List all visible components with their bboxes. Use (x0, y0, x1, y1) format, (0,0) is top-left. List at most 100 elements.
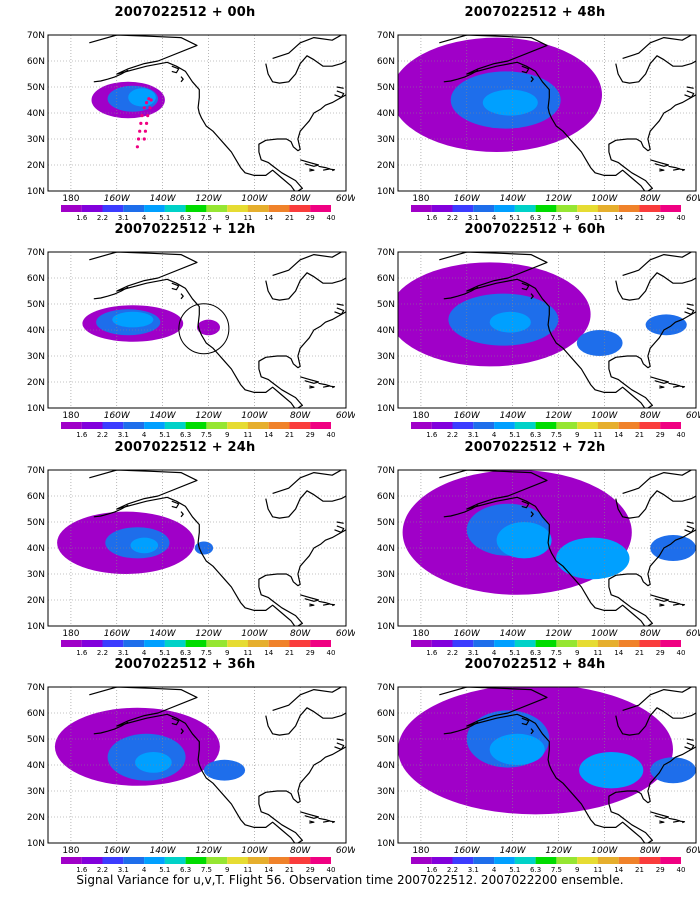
colorbar-swatch (268, 640, 290, 647)
coastline (443, 286, 479, 300)
map-plot: 70N 60N 50N 40N 30N 20N 10N 180 160W 140W 120W 100W… (27, 466, 355, 655)
lat-label: 30N (27, 570, 45, 580)
colorbar-swatch (144, 422, 165, 429)
variance-contour (489, 733, 545, 765)
flight-track-point (143, 129, 148, 133)
coastline (300, 376, 320, 384)
lat-label: 40N (27, 109, 45, 119)
map-plot: 70N 60N 50N 40N 30N 20N 10N 180 160W 140W 120W 100W… (27, 248, 355, 437)
lon-label: 160W (454, 411, 481, 421)
colorbar-label: 7.5 (551, 866, 562, 872)
coastline (265, 707, 346, 736)
lon-label: 180 (412, 629, 429, 639)
lat-label: 30N (377, 135, 395, 145)
colorbar-swatch (61, 857, 82, 864)
colorbar-label: 3.1 (468, 431, 479, 437)
coastline (615, 490, 696, 519)
colorbar-swatch (452, 205, 474, 212)
colorbar-label: 6.3 (180, 431, 191, 437)
variance-contour (203, 759, 246, 781)
colorbar-label: 7.5 (551, 214, 562, 220)
colorbar-swatch (514, 640, 536, 647)
coastline (93, 721, 129, 735)
lat-label: 20N (377, 161, 395, 171)
lon-label: 160W (104, 194, 131, 204)
lat-label: 20N (377, 813, 395, 823)
colorbar-label: 9 (575, 214, 579, 220)
lon-label: 100W (591, 194, 618, 204)
lat-label: 60N (27, 709, 45, 719)
coastline (93, 286, 129, 300)
colorbar-label: 29 (306, 431, 315, 437)
coastline (171, 282, 180, 291)
coastline (686, 303, 694, 306)
lon-label: 120W (545, 194, 572, 204)
lon-label: 100W (591, 846, 618, 856)
colorbar-swatch (227, 640, 248, 647)
lat-label: 30N (377, 787, 395, 797)
colorbar-swatch (431, 205, 453, 212)
colorbar-label: 4 (142, 866, 147, 872)
lon-label: 80W (640, 194, 661, 204)
lat-label: 20N (27, 813, 45, 823)
colorbar-swatch (123, 640, 145, 647)
colorbar-swatch (61, 422, 82, 429)
lat-label: 10N (27, 187, 45, 197)
colorbar-label: 9 (225, 431, 229, 437)
colorbar-swatch (310, 640, 331, 647)
colorbar-label: 21 (285, 649, 294, 655)
colorbar-label: 11 (593, 214, 602, 220)
colorbar-swatch (660, 205, 681, 212)
coastline (272, 35, 342, 59)
colorbar-swatch (556, 422, 578, 429)
panel-title: 2007022512 + 12h (114, 222, 256, 237)
colorbar-label: 2.2 (447, 214, 458, 220)
variance-contour (576, 330, 623, 356)
colorbar-label: 11 (243, 649, 252, 655)
colorbar-label: 3.1 (468, 214, 479, 220)
coastline (686, 738, 694, 741)
colorbar-swatch (247, 640, 269, 647)
colorbar-swatch (494, 205, 515, 212)
colorbar-label: 29 (306, 866, 315, 872)
coastline (684, 307, 695, 316)
lat-label: 70N (377, 31, 395, 41)
lat-label: 40N (377, 109, 395, 119)
lon-label: 140W (500, 846, 527, 856)
colorbar-swatch (473, 205, 495, 212)
colorbar-swatch (597, 422, 619, 429)
lon-label: 120W (195, 629, 222, 639)
coastline (180, 728, 184, 735)
lon-label: 140W (150, 194, 177, 204)
coastline (318, 165, 331, 171)
lat-label: 10N (27, 404, 45, 414)
colorbar-swatch (144, 857, 165, 864)
lon-label: 60W (336, 411, 355, 421)
lat-label: 10N (377, 187, 395, 197)
lat-label: 70N (27, 248, 45, 258)
colorbar-label: 2.2 (97, 649, 108, 655)
coastline (622, 252, 692, 276)
coastline (668, 165, 681, 171)
coastline (272, 252, 342, 276)
coastline (439, 470, 646, 626)
coastline (608, 94, 696, 191)
colorbar-label: 7.5 (201, 431, 212, 437)
coastline (265, 55, 346, 84)
flight-track-point (149, 98, 153, 102)
colorbar-label: 4 (492, 866, 497, 872)
lon-label: 100W (591, 411, 618, 421)
colorbar-swatch (164, 857, 186, 864)
lat-label: 20N (27, 161, 45, 171)
colorbar-label: 1.6 (426, 431, 438, 437)
coastline (329, 168, 336, 172)
colorbar-label: 3.1 (118, 866, 129, 872)
flight-track-point (142, 106, 146, 110)
lon-label: 180 (62, 194, 79, 204)
map-plot: 70N 60N 50N 40N 30N 20N 10N 180 160W 140W 120W 100W… (377, 248, 700, 437)
colorbar-label: 6.3 (180, 649, 191, 655)
colorbar-swatch (227, 205, 248, 212)
variance-contour (579, 752, 644, 789)
coastline (89, 470, 296, 626)
colorbar-swatch (247, 422, 269, 429)
